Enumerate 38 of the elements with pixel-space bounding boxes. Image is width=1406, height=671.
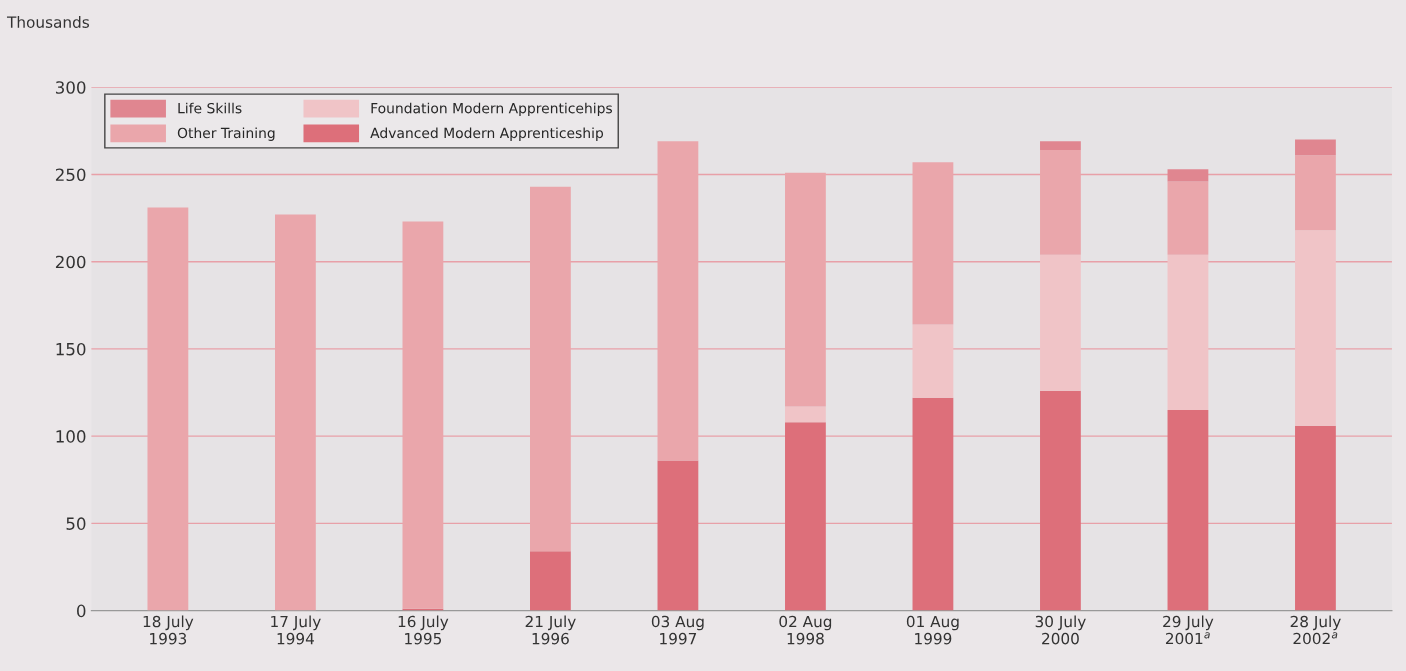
x-tick-label: 03 Aug 1997 [651,615,704,645]
y-axis-title: Thousands [6,16,89,28]
x-tick-label: 01 Aug 1999 [906,615,959,645]
x-tick-label: 29 July 2001$^{a}$ [1163,615,1214,645]
y-tick-label: 300 [55,81,86,94]
legend-label: Other Training [177,127,275,141]
bar [1040,141,1081,151]
y-tick-label: 0 [77,604,86,618]
x-tick-label: 16 July 1995 [398,615,449,645]
bar [912,397,954,611]
bar [1167,169,1209,182]
legend-label: Advanced Modern Apprenticeship [370,127,604,141]
legend-label: Life Skills [178,102,242,114]
x-tick-label: 02 Aug 1998 [779,615,832,645]
x-tick-label: 30 July 2000 [1035,615,1086,645]
bar [1295,425,1336,611]
y-tick-label: 100 [56,430,86,443]
x-tick-label: 18 July 1993 [143,615,194,645]
x-tick-label: 28 July 2002$^{a}$ [1290,615,1341,645]
bar [912,324,954,398]
bar [1167,181,1209,255]
bar [657,460,699,611]
bar [1167,254,1209,410]
bar [1167,409,1209,611]
y-tick-label: 250 [55,168,86,182]
bar [785,422,826,611]
bar [530,551,571,611]
x-tick-label: 21 July 1996 [525,615,576,645]
bar [1040,390,1081,611]
bar [1040,254,1081,391]
y-tick-label: 50 [66,517,86,530]
bar [1295,139,1336,156]
bar [785,406,826,423]
bar [1295,230,1336,426]
legend-label: Foundation Modern Apprenticehips [371,102,613,117]
y-tick-label: 150 [56,342,86,356]
x-tick-label: 17 July 1994 [271,615,321,645]
y-tick-label: 200 [55,255,86,269]
